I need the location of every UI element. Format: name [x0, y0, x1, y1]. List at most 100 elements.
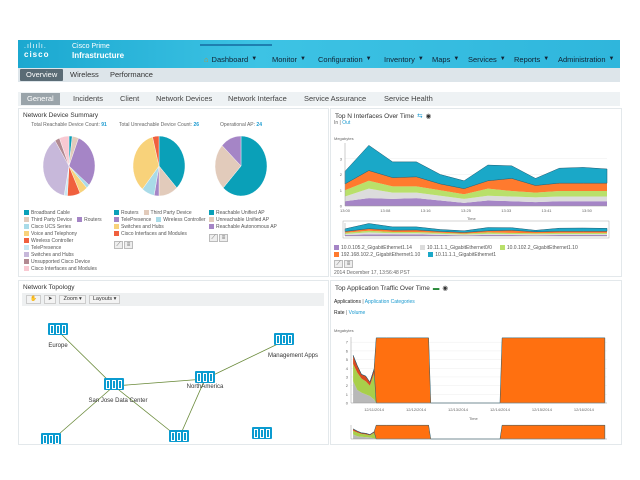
subnav-overview[interactable]: Overview	[20, 69, 64, 81]
cisco-logo[interactable]: .ılıılı. cisco Cisco Prime Infrastructur…	[24, 43, 124, 60]
area-series-1[interactable]	[345, 188, 607, 203]
tab-network-devices[interactable]: Network Devices	[156, 94, 213, 103]
nav-reports[interactable]: Reports ▼	[514, 52, 549, 66]
legend-item[interactable]: Switches and Hubs	[114, 223, 164, 230]
out-toggle[interactable]: Out	[342, 120, 351, 126]
building-icon[interactable]	[169, 430, 189, 442]
legend-item[interactable]: Unreachable Unified AP	[209, 216, 269, 223]
building-icon[interactable]	[48, 323, 68, 335]
nav-maps[interactable]: Maps ▼	[432, 52, 459, 66]
application-categories-tab[interactable]: Application Categories	[364, 299, 415, 305]
pie-slice-reachable-unified-ap[interactable]	[222, 135, 268, 197]
chart-view-icon[interactable]: ⟋	[334, 260, 343, 268]
subnav-wireless[interactable]: Wireless	[70, 70, 99, 79]
legend-item[interactable]: Cisco UCS Series	[24, 223, 71, 230]
legend-item[interactable]: Third Party Device	[143, 209, 192, 216]
tab-service-assurance[interactable]: Service Assurance	[304, 94, 367, 103]
legend-item[interactable]: Broadband Cable	[24, 209, 70, 216]
topology-node-label[interactable]: Europe	[48, 343, 68, 349]
tab-service-health[interactable]: Service Health	[384, 94, 433, 103]
rate-toggle[interactable]: Rate	[334, 310, 345, 316]
legend-item[interactable]: Wireless Controller	[24, 237, 73, 244]
nav-inventory[interactable]: Inventory ▼	[384, 52, 424, 66]
legend-item[interactable]: Cisco Interfaces and Modules	[114, 230, 187, 237]
area-series-0[interactable]	[345, 234, 607, 236]
area-series-3[interactable]	[345, 170, 607, 195]
zoom-dropdown[interactable]: Zoom ▾	[59, 295, 86, 304]
pie-slice-unreachable-unified-ap[interactable]	[214, 145, 242, 189]
legend-item[interactable]: Switches and Hubs	[24, 251, 74, 258]
applications-tab[interactable]: Applications	[334, 299, 361, 305]
tab-incidents[interactable]: Incidents	[73, 94, 104, 103]
area-series-4[interactable]	[344, 223, 608, 233]
timestamp: 2014 December 17, 13:56:48 PST	[334, 270, 410, 276]
legend-item[interactable]: Routers	[114, 209, 139, 216]
in-toggle[interactable]: In	[334, 120, 339, 126]
interface-icon[interactable]: ⇆	[417, 113, 423, 120]
select-pointer-icon[interactable]: ➤	[43, 295, 57, 304]
topology-node-label[interactable]: NorthAmerica	[186, 384, 224, 390]
area-series-3[interactable]	[352, 337, 606, 404]
building-icon[interactable]	[104, 378, 124, 390]
legend-item[interactable]: Third Party Device	[24, 216, 72, 223]
pie-slice-switches-and-hubs[interactable]	[132, 136, 160, 190]
layouts-dropdown[interactable]: Layouts ▾	[88, 295, 121, 304]
building-icon[interactable]	[274, 333, 294, 345]
building-icon[interactable]	[252, 427, 272, 439]
topology-map[interactable]	[19, 281, 329, 445]
area-series-0[interactable]	[345, 198, 607, 206]
pie-slice-cisco-interfaces-and-modules[interactable]	[152, 135, 160, 167]
area-series-2[interactable]	[345, 230, 607, 235]
legend-item[interactable]: Cisco Interfaces and Modules	[24, 265, 97, 272]
legend-item[interactable]: 10.0.102.2_GigabitEthernet1.10	[499, 244, 578, 251]
area-series-2[interactable]	[345, 180, 607, 199]
area-series-3[interactable]	[345, 228, 607, 234]
nav-monitor[interactable]: Monitor ▼	[272, 52, 306, 66]
legend-item[interactable]: Reachable Autonomous AP	[209, 223, 277, 230]
subnav-performance[interactable]: Performance	[110, 70, 153, 79]
area-series-1[interactable]	[345, 232, 607, 236]
table-view-icon[interactable]: ≡	[344, 260, 353, 268]
legend-item[interactable]: 10.0.105.2_GigabitEthernet1.14	[334, 244, 412, 251]
legend-item[interactable]: 192.168.102.2_GigabitEthernet1.10	[334, 251, 420, 258]
help-icon[interactable]: ◉	[425, 113, 432, 120]
nav-administration[interactable]: Administration ▼	[558, 52, 614, 66]
pie-slice-cisco-interfaces-and-modules[interactable]	[59, 135, 70, 167]
pie-slice-reachable-autonomous-ap[interactable]	[221, 135, 242, 167]
legend-item[interactable]: TelePresence	[24, 244, 61, 251]
pan-icon[interactable]: ✋	[26, 295, 41, 304]
pie-slice-routers[interactable]	[68, 137, 96, 186]
legend-item[interactable]: Wireless Controller	[156, 216, 206, 223]
volume-toggle[interactable]: Volume	[348, 310, 366, 316]
flag-icon[interactable]: ▬	[432, 284, 440, 292]
legend-item[interactable]: TelePresence	[114, 216, 151, 223]
chart-view-icon[interactable]: ⟋	[114, 241, 123, 249]
help-icon[interactable]: ◉	[442, 285, 449, 292]
topology-node-label[interactable]: San Jose Data Center	[88, 398, 148, 404]
legend-item[interactable]: Routers	[77, 216, 102, 223]
legend-item[interactable]: Unsupported Cisco Device	[24, 258, 90, 265]
nav-dashboard[interactable]: ⌂ Dashboard ▼	[204, 52, 257, 66]
legend-item[interactable]: Reachable Unified AP	[209, 209, 265, 216]
chart-view-icon[interactable]: ⟋	[24, 276, 33, 277]
pie-slice-routers[interactable]	[158, 135, 186, 189]
table-view-icon[interactable]: ≡	[219, 234, 228, 242]
building-icon[interactable]	[41, 433, 61, 445]
building-icon[interactable]	[195, 371, 215, 383]
legend-item[interactable]: Voice and Telephony	[24, 230, 77, 237]
topology-node-label[interactable]: Management Apps	[267, 353, 319, 359]
table-view-icon[interactable]: ≡	[124, 241, 133, 249]
legend-item[interactable]: 10.11.1.1_GigabitEthernet1	[428, 251, 496, 258]
nav-services[interactable]: Services ▼	[468, 52, 506, 66]
table-view-icon[interactable]: ≡	[34, 276, 43, 277]
nav-configuration[interactable]: Configuration ▼	[318, 52, 372, 66]
legend-swatch	[77, 217, 83, 222]
tab-network-interface[interactable]: Network Interface	[228, 94, 287, 103]
chart-view-icon[interactable]: ⟋	[209, 234, 218, 242]
tab-client[interactable]: Client	[120, 94, 140, 103]
area-series-4[interactable]	[344, 145, 608, 189]
legend-item[interactable]: 10.11.1.1_GigabitEthernet0/0	[419, 244, 492, 251]
tab-general[interactable]: General	[21, 93, 60, 105]
range-selector[interactable]	[342, 220, 610, 239]
area-series-3[interactable]	[352, 424, 606, 440]
